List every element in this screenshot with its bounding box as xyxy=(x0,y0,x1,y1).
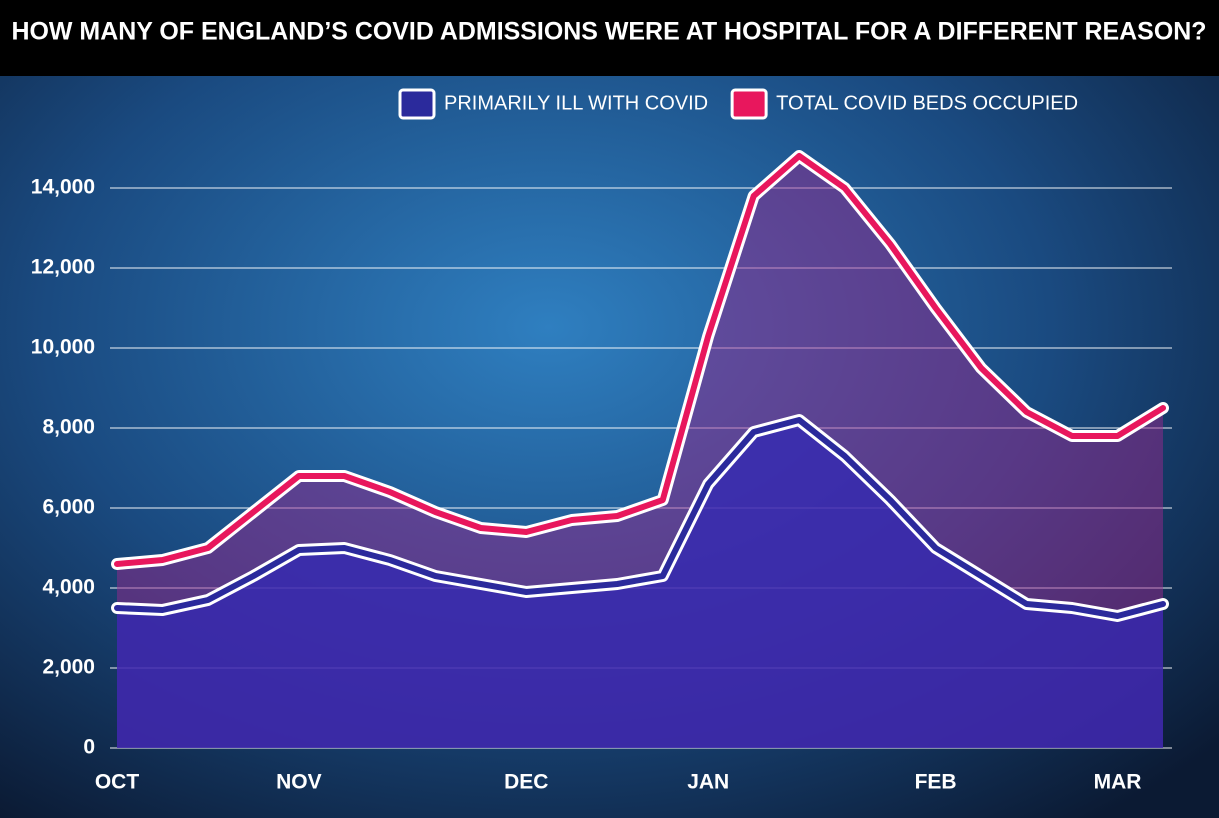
y-tick-label: 8,000 xyxy=(42,416,95,439)
x-tick-label: MAR xyxy=(1094,771,1142,794)
legend-label: PRIMARILY ILL WITH COVID xyxy=(444,92,708,114)
legend-label: TOTAL COVID BEDS OCCUPIED xyxy=(776,92,1078,114)
legend-swatch xyxy=(398,88,436,120)
x-tick-label: FEB xyxy=(915,771,957,794)
title-bar xyxy=(0,0,1219,76)
y-tick-label: 0 xyxy=(83,736,95,759)
y-tick-label: 10,000 xyxy=(31,336,95,359)
x-tick-label: OCT xyxy=(95,771,140,794)
line xyxy=(114,153,1166,567)
y-tick-label: 12,000 xyxy=(31,256,95,279)
x-tick-label: JAN xyxy=(687,771,729,794)
x-tick-label: NOV xyxy=(276,771,322,794)
y-tick-label: 6,000 xyxy=(42,496,95,519)
x-tick-label: DEC xyxy=(504,771,548,794)
chart-title: HOW MANY OF ENGLAND’S COVID ADMISSIONS W… xyxy=(12,18,1207,46)
legend-swatch xyxy=(730,88,768,120)
y-tick-label: 14,000 xyxy=(31,176,95,199)
y-tick-label: 4,000 xyxy=(42,576,95,599)
line xyxy=(114,417,1166,619)
y-tick-label: 2,000 xyxy=(42,656,95,679)
